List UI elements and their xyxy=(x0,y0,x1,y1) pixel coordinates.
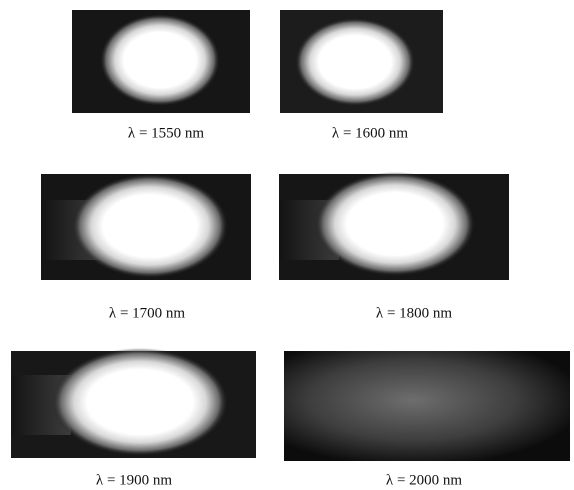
beam-spot xyxy=(100,14,220,106)
figure: {"panels": [ {"caption": "λ = 1550 nm"},… xyxy=(0,0,574,490)
panel-1800: λ = 1800 nm xyxy=(279,172,509,321)
figure-canvas: λ = 1550 nm λ = 1600 nm λ = 1700 nm λ = … xyxy=(0,0,574,490)
panel-1900: λ = 1900 nm xyxy=(11,348,256,488)
panel-2000: λ = 2000 nm xyxy=(284,351,570,488)
panel-1600: λ = 1600 nm xyxy=(280,10,443,141)
caption: λ = 1700 nm xyxy=(109,305,185,321)
caption: λ = 1900 nm xyxy=(96,472,172,488)
caption: λ = 1600 nm xyxy=(332,125,408,141)
image-frame xyxy=(284,351,570,461)
beam-spot xyxy=(72,174,228,278)
panel-1550: λ = 1550 nm xyxy=(72,10,250,141)
beam-spot xyxy=(295,18,415,106)
caption: λ = 1550 nm xyxy=(128,125,204,141)
caption: λ = 1800 nm xyxy=(376,305,452,321)
beam-spot xyxy=(52,348,228,456)
beam-spot xyxy=(315,172,475,276)
caption: λ = 2000 nm xyxy=(386,472,462,488)
panel-1700: λ = 1700 nm xyxy=(41,174,251,321)
